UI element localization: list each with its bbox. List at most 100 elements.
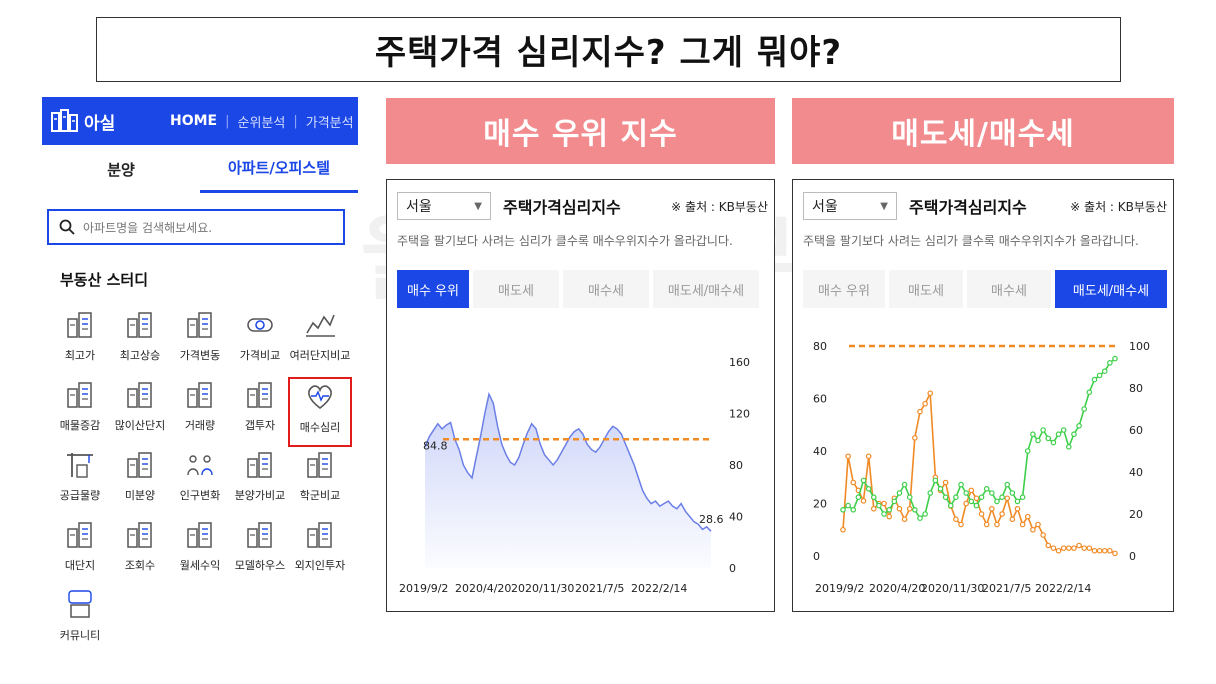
y-left-tick-label: 40	[813, 445, 827, 458]
btn-sell-buy[interactable]: 매도세/매수세	[1055, 270, 1167, 308]
menu-item-label: 최고상승	[119, 349, 161, 362]
city-select-value: 서울	[406, 199, 432, 215]
series-point	[999, 494, 1005, 501]
series-point	[901, 481, 908, 488]
menu-item[interactable]: 월세수익	[168, 517, 232, 587]
menu-item[interactable]: 최고상승	[108, 307, 172, 377]
y-right-tick-label: 0	[1129, 550, 1136, 563]
buildings-icon	[67, 312, 92, 338]
y-tick-label: 160	[729, 356, 750, 369]
series-point	[1024, 448, 1031, 454]
series-point	[1101, 368, 1108, 375]
series-line	[842, 390, 1116, 555]
series-point	[1055, 547, 1062, 554]
y-left-tick-label: 20	[813, 498, 827, 511]
series-point	[1066, 444, 1072, 450]
menu-item[interactable]: 인구변화	[168, 447, 232, 517]
nav-divider: |	[293, 113, 298, 129]
series-point	[906, 505, 913, 512]
x-tick-label: 2022/2/14	[631, 582, 687, 595]
menu-item[interactable]: 커뮤니티	[48, 587, 112, 657]
menu-item[interactable]: 가격변동	[168, 307, 232, 377]
menu-item-label: 분양가비교	[234, 489, 286, 502]
section-bar-sell-buy: 매도세/매수세	[792, 98, 1174, 164]
nav-home[interactable]: HOME	[170, 113, 218, 129]
menu-item-label: 거래량	[184, 419, 216, 432]
series-point	[963, 490, 969, 496]
menu-item[interactable]: 매수심리	[288, 377, 352, 447]
btn-selling[interactable]: 매도세	[889, 270, 963, 308]
series-point	[886, 507, 892, 513]
series-point	[958, 521, 964, 528]
menu-item[interactable]: 공급물량	[48, 447, 112, 517]
logo[interactable]: 아실	[42, 109, 170, 134]
series-point	[1076, 542, 1082, 549]
series-point	[850, 507, 857, 513]
nav-rank[interactable]: 순위분석	[237, 115, 286, 131]
menu-item[interactable]: 대단지	[48, 517, 112, 587]
tab-presale[interactable]: 분양	[107, 160, 135, 179]
series-point	[845, 453, 851, 460]
menu-item[interactable]: 매물증감	[48, 377, 112, 447]
series-point	[1050, 545, 1057, 551]
menu-item[interactable]: 갭투자	[228, 377, 292, 447]
series-point	[917, 408, 923, 415]
menu-item-label: 모델하우스	[234, 559, 286, 572]
btn-sell-buy[interactable]: 매도세/매수세	[653, 270, 759, 308]
menu-item[interactable]: 학군비교	[288, 447, 352, 517]
series-point	[942, 479, 949, 486]
btn-buying[interactable]: 매수세	[967, 270, 1051, 308]
series-point	[1035, 521, 1041, 528]
page-title: 주택가격 심리지수? 그게 뭐야?	[374, 33, 843, 73]
menu-item[interactable]: 가격비교	[228, 307, 292, 377]
series-point	[1050, 439, 1057, 446]
y-right-tick-label: 20	[1129, 508, 1143, 521]
search-placeholder: 아파트명을 검색해보세요.	[83, 220, 213, 235]
x-tick-label: 2020/11/30	[921, 582, 984, 595]
series-point	[1009, 516, 1016, 523]
series-point	[958, 481, 964, 488]
series-point	[1014, 498, 1021, 505]
menu-item[interactable]: 모델하우스	[228, 517, 292, 587]
menu-item[interactable]: 미분양	[108, 447, 172, 517]
city-select[interactable]: 서울 ▼	[397, 192, 491, 220]
menu-item-label: 공급물량	[59, 489, 101, 502]
nav-price[interactable]: 가격분석	[305, 115, 354, 131]
series-point	[983, 486, 990, 492]
btn-selling[interactable]: 매도세	[473, 270, 559, 308]
series-point	[983, 521, 990, 528]
menu-item-label: 많이산단지	[114, 419, 166, 432]
series-point	[989, 505, 995, 512]
menu-item-label: 커뮤니티	[59, 629, 101, 642]
menu-item[interactable]: 최고가	[48, 307, 112, 377]
menu-item[interactable]: 분양가비교	[228, 447, 292, 517]
btn-buy-dominance[interactable]: 매수 우위	[803, 270, 885, 308]
popular-complex-icon	[127, 382, 152, 408]
menu-item[interactable]: 많이산단지	[108, 377, 172, 447]
series-point	[1019, 494, 1026, 501]
panel-title: 주택가격심리지수	[909, 198, 1027, 217]
series-point	[870, 505, 877, 512]
series-point	[963, 500, 969, 507]
crane-icon	[67, 453, 93, 478]
menu-item[interactable]: 조회수	[108, 517, 172, 587]
btn-buying[interactable]: 매수세	[563, 270, 649, 308]
tab-apartment[interactable]: 아파트/오피스텔	[200, 145, 358, 193]
series-point	[1045, 435, 1052, 442]
menu-item[interactable]: 여러단지비교	[288, 307, 352, 377]
menu-item[interactable]: 외지인투자	[288, 517, 352, 587]
city-select-value: 서울	[812, 199, 838, 215]
search-input[interactable]: 아파트명을 검색해보세요.	[47, 209, 345, 245]
city-select[interactable]: 서울 ▼	[803, 192, 897, 220]
series-point	[994, 498, 1000, 505]
btn-buy-dominance[interactable]: 매수 우위	[397, 270, 469, 308]
menu-item-label: 가격변동	[179, 349, 221, 362]
start-value-label: 84.8	[423, 439, 448, 452]
views-icon	[127, 522, 152, 548]
series-point	[922, 511, 928, 517]
y-left-tick-label: 0	[813, 550, 820, 563]
model-house-icon	[247, 522, 272, 548]
menu-item[interactable]: 거래량	[168, 377, 232, 447]
